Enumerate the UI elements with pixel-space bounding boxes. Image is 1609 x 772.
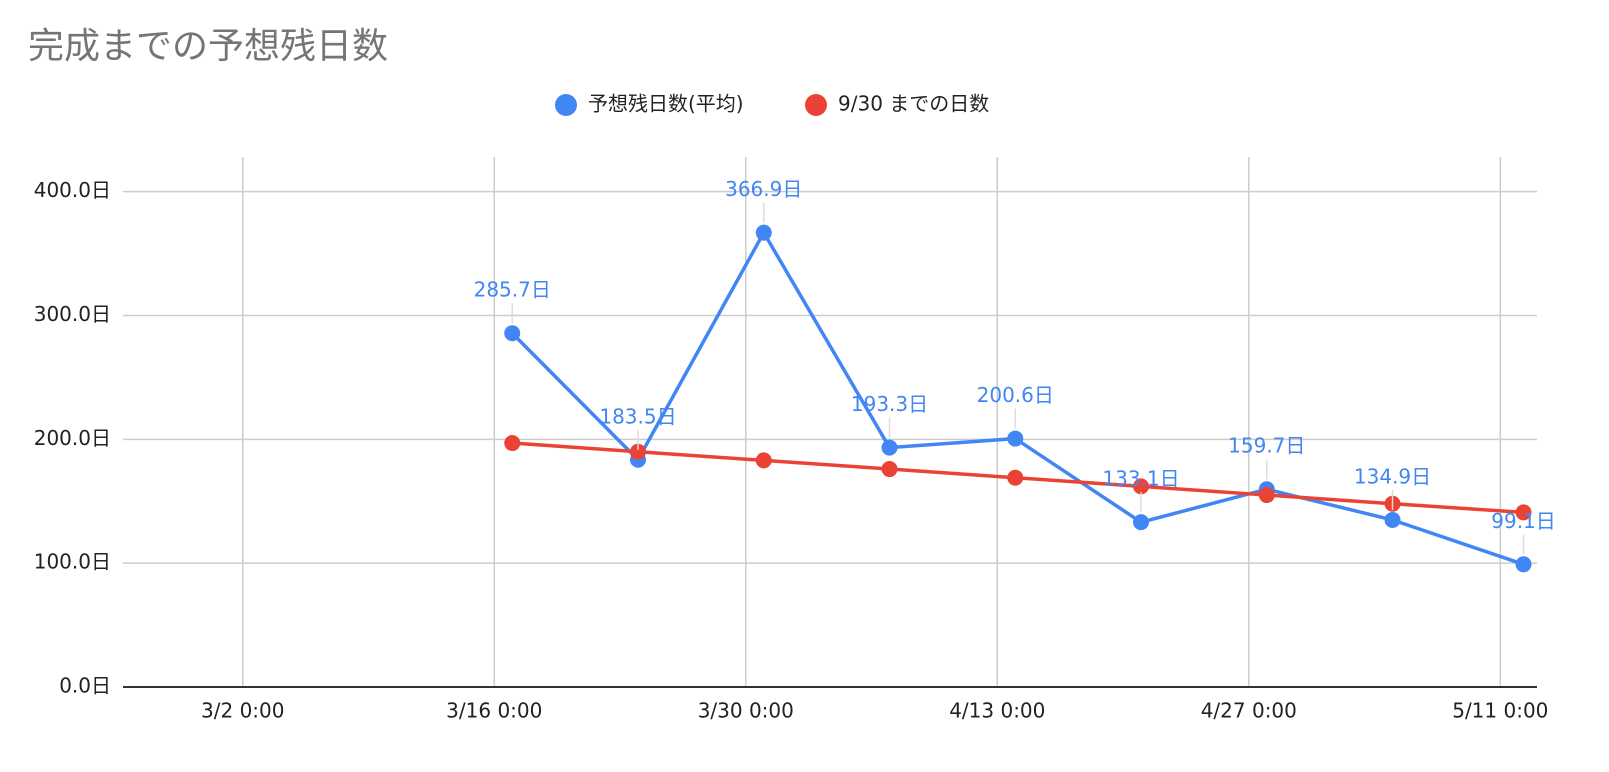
data-label: 99.1日 bbox=[1491, 509, 1556, 533]
data-point bbox=[1258, 487, 1275, 504]
x-tick-label: 3/16 0:00 bbox=[446, 699, 542, 723]
data-point bbox=[504, 325, 521, 342]
data-point bbox=[1384, 511, 1401, 528]
legend-label: 予想残日数(平均) bbox=[588, 92, 744, 116]
data-point bbox=[1133, 478, 1150, 495]
data-label: 193.3日 bbox=[851, 392, 928, 416]
data-point bbox=[1515, 504, 1532, 521]
y-tick-label: 300.0日 bbox=[34, 302, 111, 326]
data-point bbox=[1007, 469, 1024, 486]
data-point bbox=[881, 439, 898, 456]
data-label: 133.1日 bbox=[1102, 467, 1179, 491]
legend-marker bbox=[805, 94, 827, 116]
legend-marker bbox=[555, 94, 577, 116]
y-tick-label: 400.0日 bbox=[34, 178, 111, 202]
data-point bbox=[755, 452, 772, 469]
data-point bbox=[1515, 556, 1532, 573]
data-label: 366.9日 bbox=[725, 177, 802, 201]
data-point bbox=[755, 224, 772, 241]
data-label: 200.6日 bbox=[977, 383, 1054, 407]
data-point bbox=[881, 461, 898, 478]
x-tick-label: 3/30 0:00 bbox=[698, 699, 794, 723]
data-label: 285.7日 bbox=[474, 278, 551, 302]
y-tick-label: 100.0日 bbox=[34, 550, 111, 574]
chart-title: 完成までの予想残日数 bbox=[28, 26, 388, 67]
legend-label: 9/30 までの日数 bbox=[838, 92, 989, 116]
data-point bbox=[1007, 430, 1024, 447]
x-tick-label: 4/27 0:00 bbox=[1201, 699, 1297, 723]
data-point bbox=[1133, 514, 1150, 531]
data-label: 183.5日 bbox=[599, 404, 676, 428]
y-tick-label: 0.0日 bbox=[59, 674, 111, 698]
x-tick-label: 5/11 0:00 bbox=[1452, 699, 1548, 723]
data-label: 159.7日 bbox=[1228, 434, 1305, 458]
data-point bbox=[629, 443, 646, 460]
data-label: 134.9日 bbox=[1354, 464, 1431, 488]
y-tick-label: 200.0日 bbox=[34, 426, 111, 450]
x-tick-label: 3/2 0:00 bbox=[201, 699, 284, 723]
data-point bbox=[504, 435, 521, 452]
x-tick-label: 4/13 0:00 bbox=[949, 699, 1045, 723]
